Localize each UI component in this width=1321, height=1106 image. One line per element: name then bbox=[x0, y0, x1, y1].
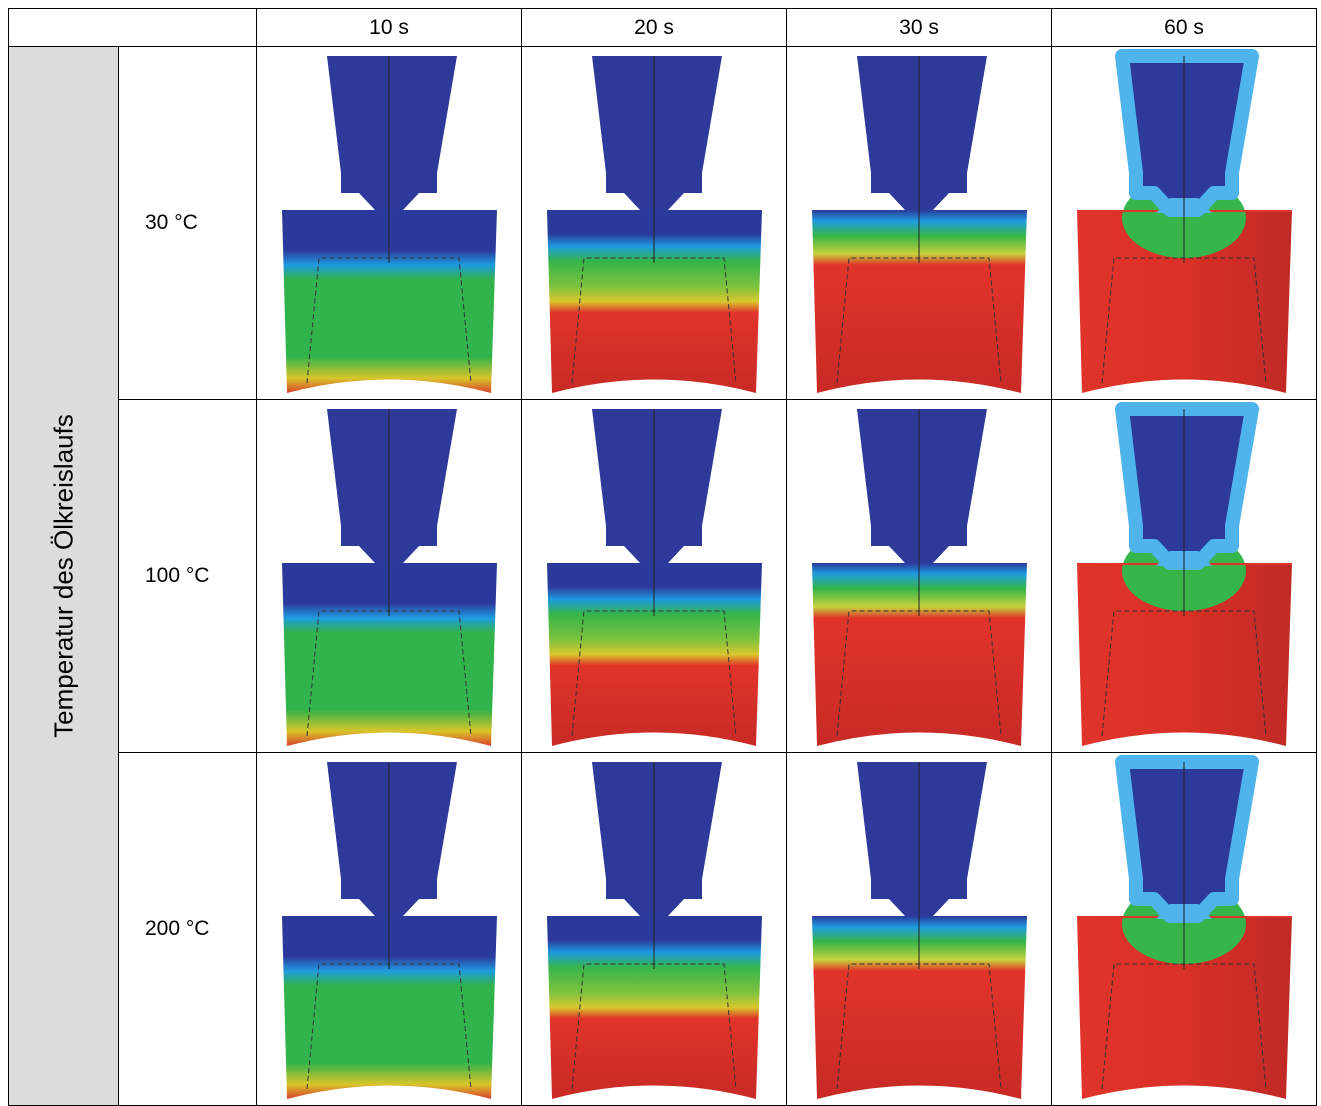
thermal-plot bbox=[522, 754, 786, 1104]
thermal-plot bbox=[1052, 48, 1316, 398]
column-header: 10 s bbox=[257, 9, 522, 47]
thermal-plot bbox=[787, 401, 1051, 751]
thermal-plot bbox=[522, 401, 786, 751]
funnel bbox=[327, 409, 457, 563]
simulation-image bbox=[1052, 753, 1317, 1106]
funnel bbox=[327, 762, 457, 916]
funnel bbox=[1122, 56, 1252, 210]
funnel bbox=[1122, 409, 1252, 563]
thermal-plot bbox=[257, 48, 521, 398]
column-header: 60 s bbox=[1052, 9, 1317, 47]
figure-table: 10 s 20 s 30 s 60 s Temperatur des Ölkre… bbox=[8, 8, 1317, 1106]
simulation-image bbox=[787, 753, 1052, 1106]
row-group: Temperatur des Ölkreislaufs bbox=[9, 47, 119, 1106]
thermal-plot bbox=[1052, 401, 1316, 751]
simulation-image bbox=[522, 400, 787, 753]
thermal-plot bbox=[522, 48, 786, 398]
row-label: 200 °C bbox=[119, 753, 257, 1106]
funnel bbox=[592, 56, 722, 210]
simulation-image bbox=[1052, 400, 1317, 753]
thermal-plot bbox=[787, 48, 1051, 398]
funnel bbox=[592, 409, 722, 563]
funnel bbox=[1122, 762, 1252, 916]
funnel bbox=[857, 762, 987, 916]
row-label: 30 °C bbox=[119, 47, 257, 400]
page: 10 s 20 s 30 s 60 s Temperatur des Ölkre… bbox=[0, 0, 1321, 1104]
funnel bbox=[327, 56, 457, 210]
simulation-image bbox=[787, 47, 1052, 400]
funnel bbox=[592, 762, 722, 916]
thermal-plot bbox=[257, 401, 521, 751]
row-label: 100 °C bbox=[119, 400, 257, 753]
corner bbox=[9, 9, 257, 47]
thermal-plot bbox=[257, 754, 521, 1104]
simulation-image bbox=[787, 400, 1052, 753]
thermal-plot bbox=[787, 754, 1051, 1104]
column-header: 30 s bbox=[787, 9, 1052, 47]
column-header: 20 s bbox=[522, 9, 787, 47]
simulation-image bbox=[257, 753, 522, 1106]
simulation-image bbox=[257, 400, 522, 753]
funnel bbox=[857, 56, 987, 210]
funnel bbox=[857, 409, 987, 563]
simulation-image bbox=[1052, 47, 1317, 400]
simulation-image bbox=[522, 47, 787, 400]
thermal-plot bbox=[1052, 754, 1316, 1104]
simulation-image bbox=[257, 47, 522, 400]
row-group-label: Temperatur des Ölkreislaufs bbox=[48, 414, 79, 738]
simulation-image bbox=[522, 753, 787, 1106]
